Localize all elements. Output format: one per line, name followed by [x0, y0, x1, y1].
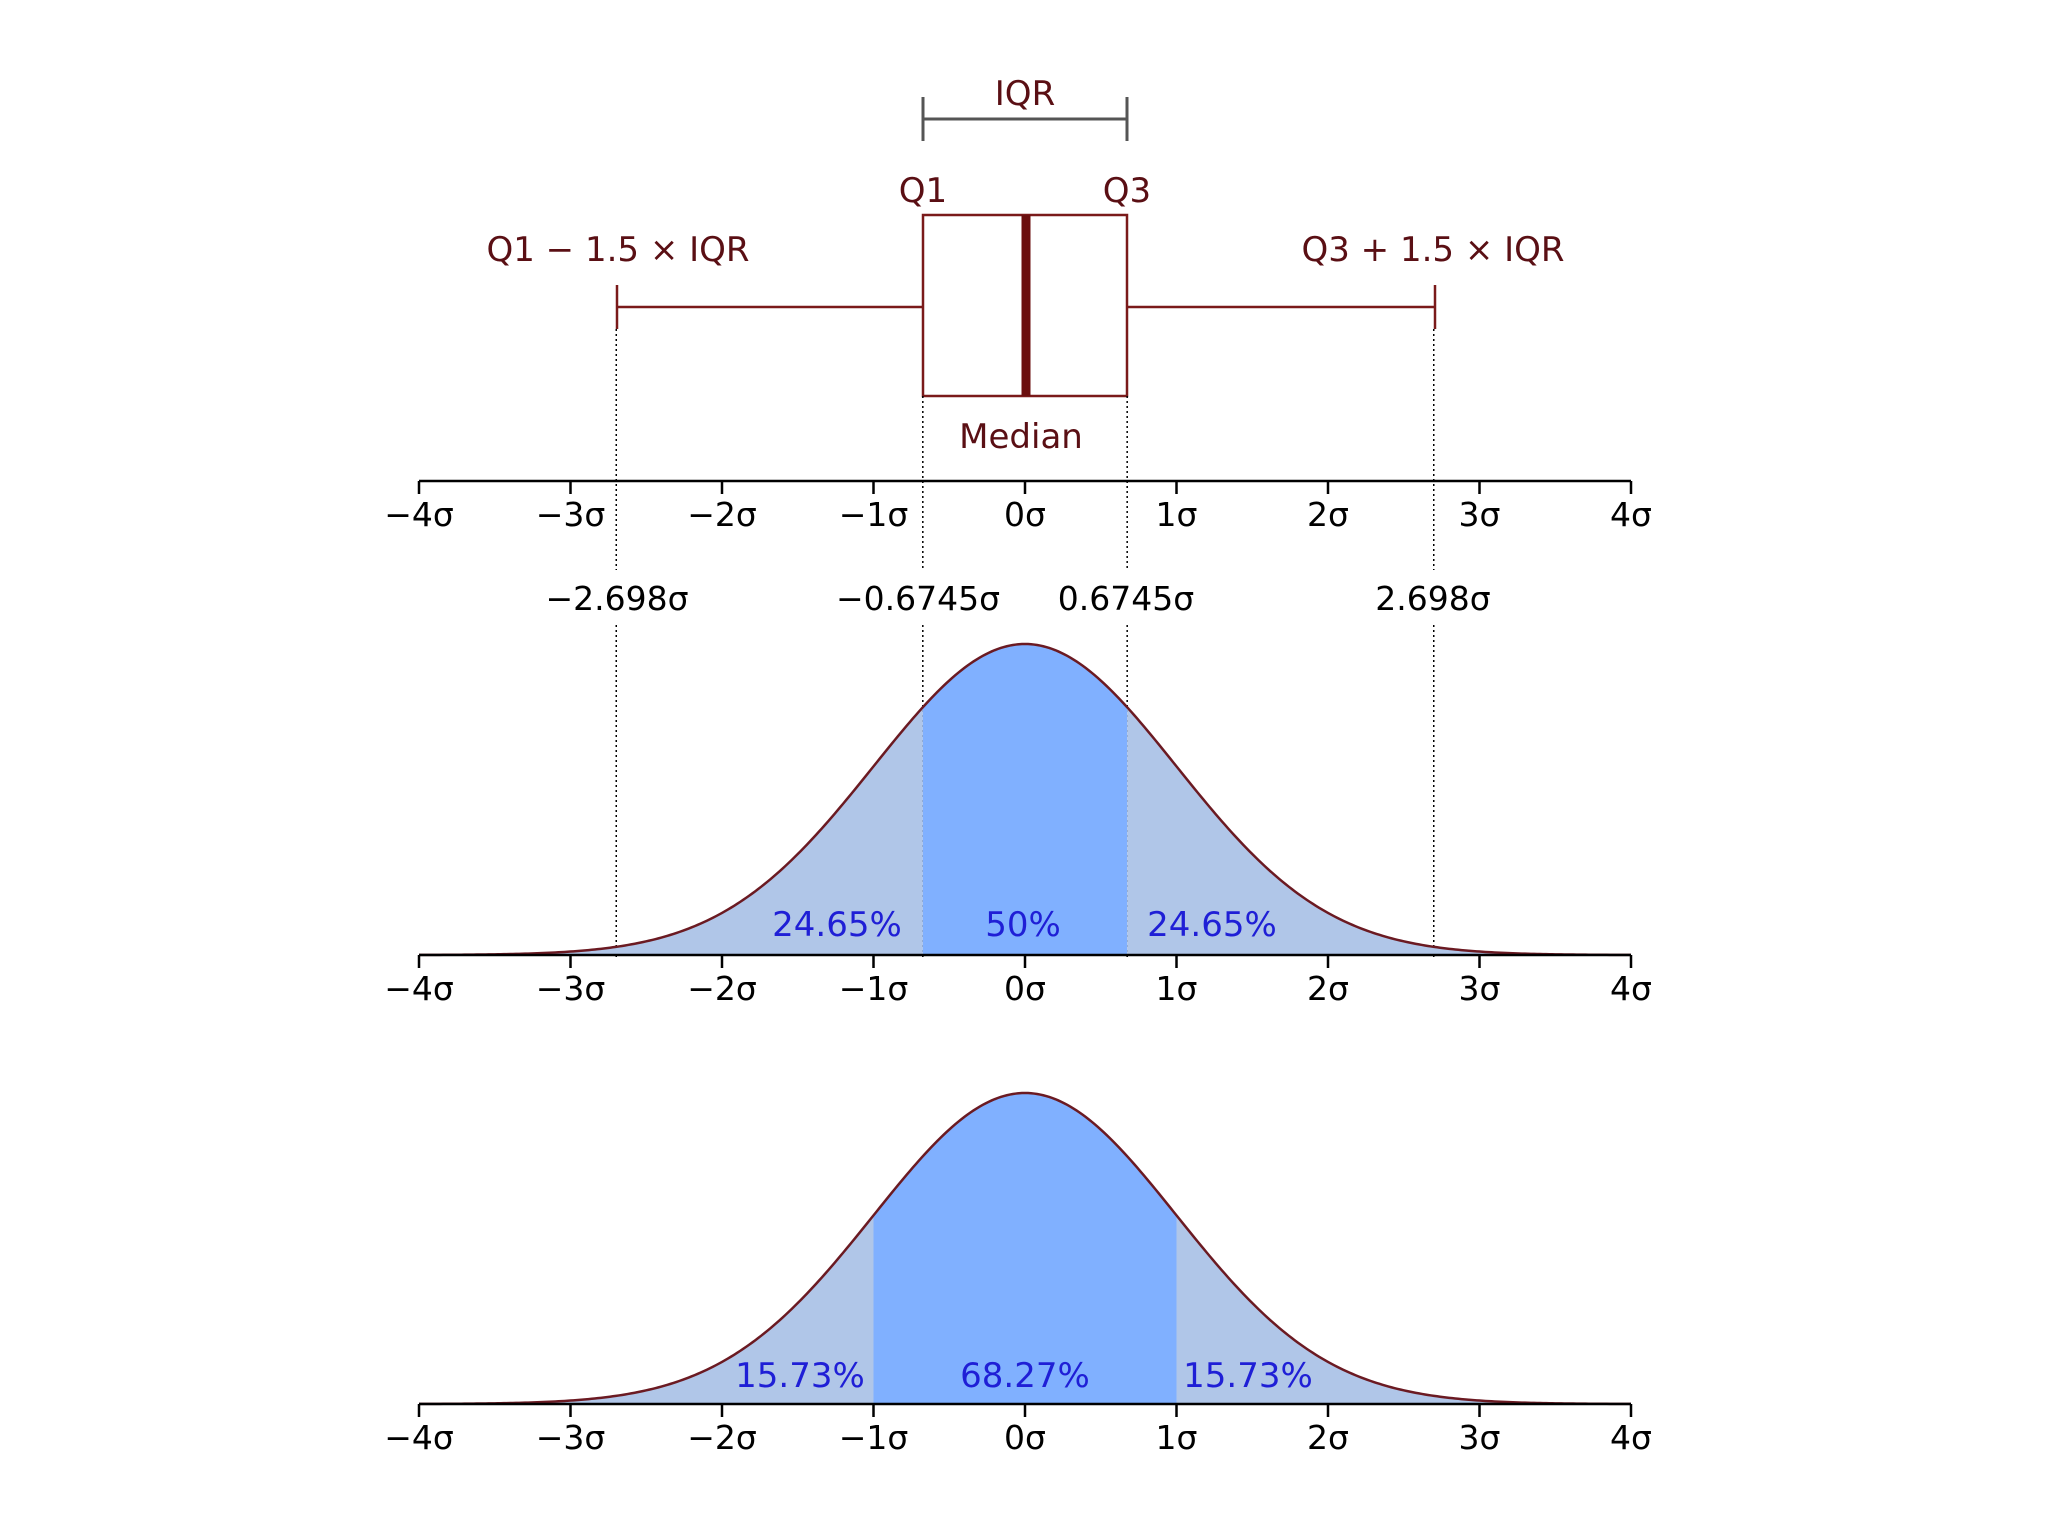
sigma-curve-tick-label: −1σ [839, 1418, 909, 1457]
boundary-label-upper-fence: 2.698σ [1375, 579, 1490, 618]
iqr-label: IQR [995, 74, 1055, 114]
percent-label-center-sigma: 68.27% [960, 1356, 1090, 1396]
quartile-guide-lines [615, 329, 1435, 957]
sigma-curve-region-tail [1176, 1215, 1631, 1404]
q1-label: Q1 [899, 171, 947, 211]
iqr-curve-tick-label: −3σ [536, 969, 606, 1008]
boxplot-tick-label: 3σ [1459, 495, 1501, 534]
boxplot-tick-label: 1σ [1156, 495, 1198, 534]
lower-whisker-label: Q1 − 1.5 × IQR [486, 230, 749, 270]
boxplot-tick-label: −2σ [687, 495, 757, 534]
boxplot-tick-label: −3σ [536, 495, 606, 534]
median-label: Median [959, 417, 1083, 457]
iqr-curve-tick-label: 3σ [1459, 969, 1501, 1008]
iqr-curve-tick-label: 2σ [1307, 969, 1349, 1008]
boxplot-tick-label: 0σ [1004, 495, 1046, 534]
boundary-labels: −2.698σ −0.6745σ 0.6745σ 2.698σ [545, 579, 1490, 618]
boxplot-tick-label: −1σ [839, 495, 909, 534]
boundary-label-q1: −0.6745σ [836, 579, 1000, 618]
boundary-label-q3: 0.6745σ [1058, 579, 1194, 618]
sigma-curve-tick-label: 2σ [1307, 1418, 1349, 1457]
iqr-curve-region-tail [1127, 707, 1631, 955]
normal-curve-iqr-panel: 24.65% 50% 24.65% [418, 642, 1632, 957]
normal-curve-iqr-axis: −4σ −3σ −2σ −1σ 0σ 1σ 2σ 3σ 4σ [384, 953, 1652, 1008]
normal-curve-sigma-axis: −4σ −3σ −2σ −1σ 0σ 1σ 2σ 3σ 4σ [384, 1402, 1652, 1457]
sigma-curve-tick-label: −4σ [384, 1418, 454, 1457]
iqr-bracket: IQR [921, 74, 1129, 141]
iqr-curve-density-curve [418, 642, 1632, 957]
sigma-curve-tick-label: 3σ [1459, 1418, 1501, 1457]
iqr-curve-tick-label: −4σ [384, 969, 454, 1008]
sigma-curve-tick-label: 0σ [1004, 1418, 1046, 1457]
percent-label-center: 50% [985, 905, 1061, 945]
q3-label: Q3 [1103, 171, 1151, 211]
percent-label-left-tail-sigma: 15.73% [735, 1356, 865, 1396]
iqr-curve-region-center [922, 644, 1128, 955]
sigma-curve-region-tail [419, 1215, 874, 1404]
boundary-label-lower-fence: −2.698σ [545, 579, 688, 618]
sigma-curve-region-center [873, 1093, 1177, 1404]
iqr-curve-tick-label: 1σ [1156, 969, 1198, 1008]
boxplot-tick-label: −4σ [384, 495, 454, 534]
percent-label-left-tail: 24.65% [772, 905, 902, 945]
sigma-curve-tick-label: 4σ [1610, 1418, 1652, 1457]
percent-label-right-tail-sigma: 15.73% [1183, 1356, 1313, 1396]
sigma-curve-tick-label: −3σ [536, 1418, 606, 1457]
iqr-curve-region-tail [419, 707, 923, 955]
iqr-curve-tick-label: 4σ [1610, 969, 1652, 1008]
iqr-curve-tick-label: 0σ [1004, 969, 1046, 1008]
boxplot-axis: −4σ −3σ −2σ −1σ 0σ 1σ 2σ 3σ 4σ [384, 479, 1652, 534]
percent-label-right-tail: 24.65% [1147, 905, 1277, 945]
normal-curve-sigma-panel: 15.73% 68.27% 15.73% [418, 1091, 1632, 1406]
boxplot-tick-label: 2σ [1307, 495, 1349, 534]
iqr-curve-tick-label: −1σ [839, 969, 909, 1008]
boxplot-tick-label: 4σ [1610, 495, 1652, 534]
sigma-curve-density-curve [418, 1091, 1632, 1406]
sigma-curve-tick-label: −2σ [687, 1418, 757, 1457]
sigma-curve-tick-label: 1σ [1156, 1418, 1198, 1457]
upper-whisker-label: Q3 + 1.5 × IQR [1301, 230, 1564, 270]
boxplot-panel: IQR Q1 Q3 Q1 − 1.5 × IQR Q3 + 1.5 × IQR … [384, 74, 1652, 534]
iqr-curve-tick-label: −2σ [687, 969, 757, 1008]
